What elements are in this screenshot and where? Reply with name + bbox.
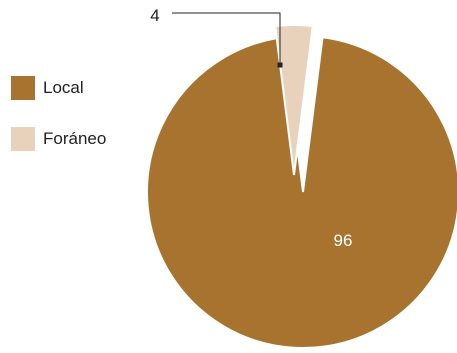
pie-slice-foraneo (274, 23, 314, 176)
legend-label-foraneo: Foráneo (43, 129, 107, 148)
legend-swatch-foraneo (11, 127, 35, 151)
data-label-foraneo: 4 (150, 6, 159, 25)
leader-dot (277, 62, 283, 68)
pie-slice-local (146, 36, 457, 349)
legend-item-foraneo: Foráneo (11, 127, 106, 151)
legend-label-local: Local (43, 78, 84, 97)
legend-item-local: Local (11, 76, 106, 100)
data-label-local: 96 (334, 231, 353, 250)
legend-swatch-local (11, 76, 35, 100)
leader-line (172, 12, 281, 65)
legend: Local Foráneo (11, 76, 106, 178)
